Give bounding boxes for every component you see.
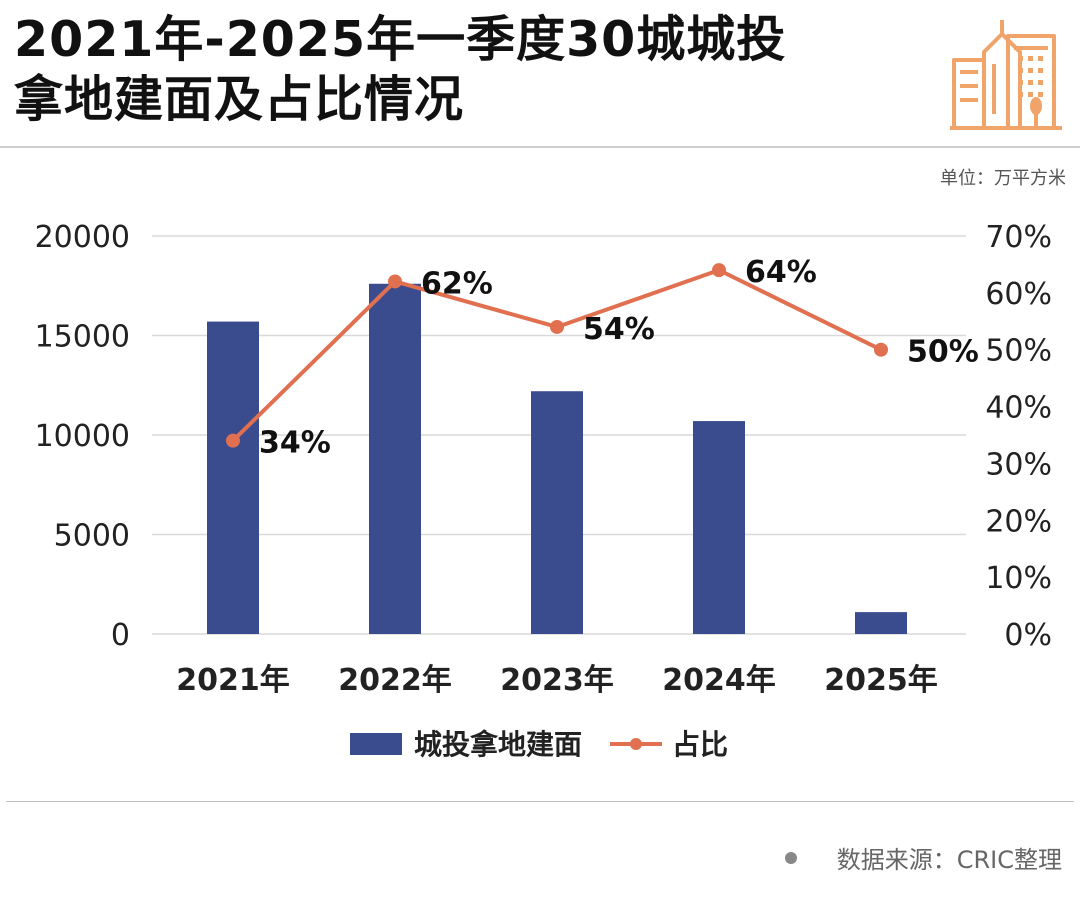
legend-bar-swatch (350, 733, 402, 755)
x-tick-label: 2023年 (500, 663, 614, 698)
bar (693, 421, 745, 634)
data-label: 34% (259, 426, 331, 461)
x-tick-label: 2025年 (824, 663, 938, 698)
bar (855, 612, 907, 634)
y-right-tick-label: 70% (985, 220, 1052, 255)
y-right-tick-label: 60% (985, 277, 1052, 312)
bar (207, 321, 259, 634)
line-point (874, 342, 888, 357)
chart-title-line-2: 拿地建面及占比情况 (14, 71, 465, 128)
legend-line-marker (630, 738, 642, 750)
line-point (550, 319, 564, 334)
line-point (226, 433, 240, 448)
city-buildings-icon (950, 20, 1062, 130)
bar (369, 283, 421, 634)
source-text: 数据来源：CRIC整理 (836, 846, 1062, 874)
data-labels: 34% 62% 54% 64% 50% (259, 255, 979, 461)
y-right-tick-label: 40% (985, 391, 1052, 426)
footer-divider (6, 801, 1074, 802)
y-left-tick-label: 0 (111, 618, 130, 653)
line-point (712, 263, 726, 278)
chart-area: 34% 62% 54% 64% 50% 0 5000 10000 15000 20000 0% 10… (35, 220, 1052, 761)
chart-title: 2021年-2025年一季度30城城投 拿地建面及占比情况 (14, 10, 914, 130)
bullet-icon (784, 852, 797, 864)
x-tick-label: 2021年 (176, 663, 290, 698)
y-left-tick-label: 15000 (35, 320, 130, 355)
y-left-tick-label: 20000 (35, 220, 130, 255)
y-right-tick-label: 0% (1004, 618, 1052, 653)
x-tick-label: 2022年 (338, 663, 452, 698)
legend: 城投拿地建面 占比 (350, 728, 728, 761)
header-divider (0, 146, 1080, 148)
line-point (388, 274, 402, 289)
data-label: 50% (907, 335, 979, 370)
legend-line-label: 占比 (672, 728, 728, 761)
data-label: 54% (583, 312, 655, 347)
legend-bar-label: 城投拿地建面 (414, 728, 582, 761)
y-right-tick-label: 30% (985, 447, 1052, 482)
y-right-tick-label: 10% (985, 561, 1052, 596)
data-label: 62% (421, 266, 493, 301)
y-right-tick-label: 20% (985, 504, 1052, 539)
chart-title-line-1: 2021年-2025年一季度30城城投 (14, 11, 787, 68)
bar-series (207, 283, 907, 634)
unit-label: 单位：万平方米 (940, 168, 1066, 189)
data-label: 64% (745, 255, 817, 290)
y-right-tick-label: 50% (985, 334, 1052, 369)
line-series (226, 263, 888, 448)
x-tick-label: 2024年 (662, 663, 776, 698)
bar (531, 391, 583, 634)
y-left-tick-label: 5000 (54, 519, 130, 554)
axis-labels: 050001000015000200000%10%20%30%40%50%60%… (35, 220, 1052, 698)
source-note: 数据来源：CRIC整理 (784, 840, 1062, 875)
y-left-tick-label: 10000 (35, 419, 130, 454)
